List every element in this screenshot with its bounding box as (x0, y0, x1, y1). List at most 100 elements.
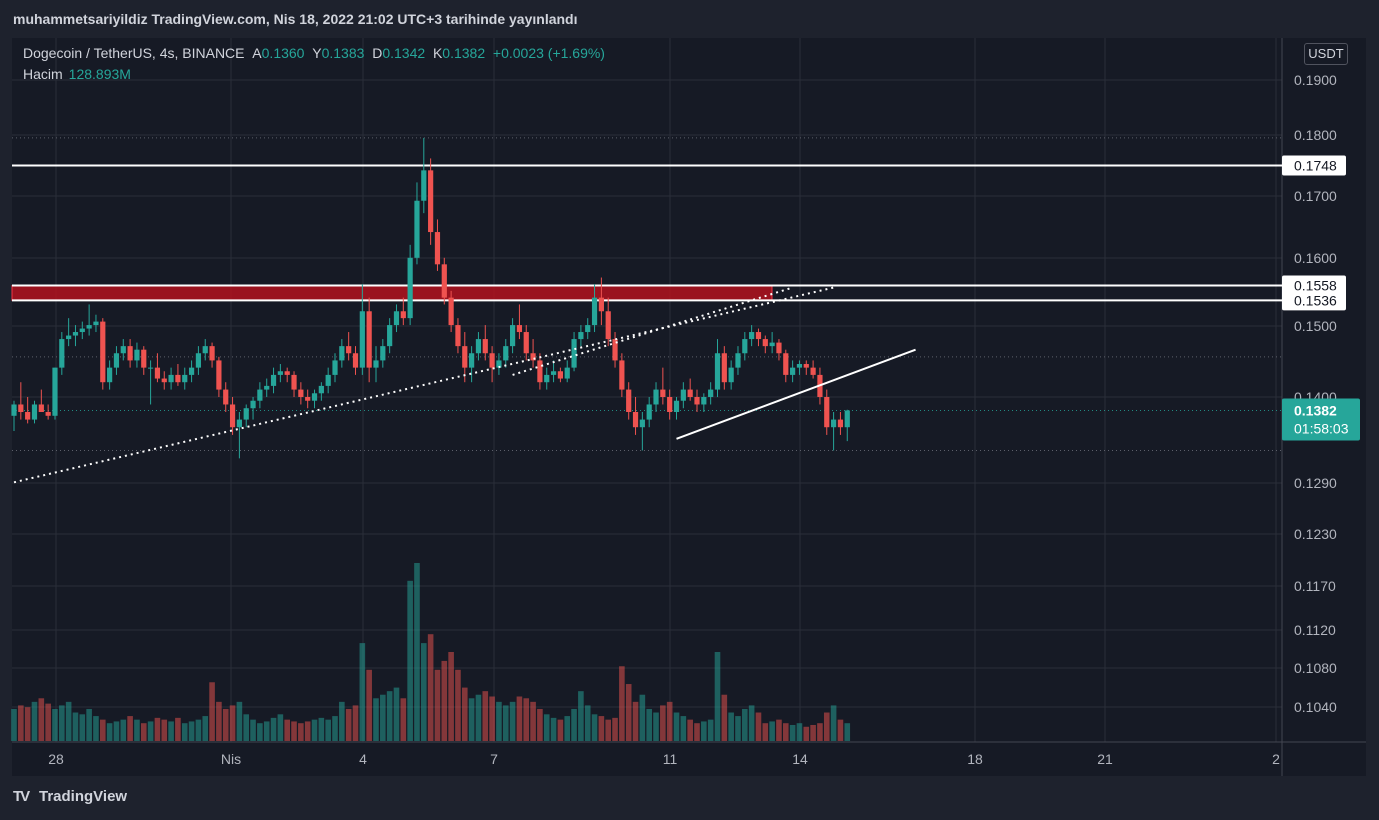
volume-bar (373, 698, 379, 741)
price-tick-label: 0.1700 (1294, 188, 1337, 204)
chart-panel[interactable] (12, 38, 1366, 776)
volume-bar (140, 723, 147, 741)
volume-bar (31, 701, 38, 741)
volume-bar (386, 691, 393, 741)
candle-body (735, 353, 741, 368)
symbol-name: Dogecoin / TetherUS, 4s, BINANCE (23, 45, 245, 61)
candle-body (632, 412, 639, 428)
volume-bar (817, 723, 823, 741)
candle-body (708, 389, 714, 397)
candle-body (25, 412, 31, 420)
volume-label: Hacim (23, 66, 63, 82)
candle-body (578, 332, 584, 340)
tradingview-brand[interactable]: TV TradingView (13, 788, 127, 805)
candle-body (141, 349, 147, 368)
volume-bar (653, 712, 659, 741)
time-tick-label: 14 (792, 751, 808, 767)
price-tick-label: 0.1800 (1294, 127, 1337, 143)
candle-body (837, 419, 844, 428)
volume-bar (250, 719, 256, 741)
volume-bar (134, 719, 140, 741)
volume-bar (257, 723, 263, 741)
candle-body (762, 339, 768, 347)
volume-bar (304, 721, 311, 741)
high-label: Y (312, 45, 322, 61)
candle-body (243, 408, 249, 420)
candle-body (496, 360, 502, 368)
candle-body (270, 374, 277, 386)
volume-bar (421, 643, 427, 741)
candle-body (482, 339, 488, 354)
volume-bar (537, 708, 543, 741)
candle-body (325, 374, 331, 386)
candle-body (516, 325, 523, 333)
volume-bar (612, 717, 618, 741)
time-tick-label: Nis (221, 751, 241, 767)
candle-body (148, 367, 154, 369)
volume-bar (728, 712, 734, 741)
volume-bar (393, 687, 400, 741)
low-value: 0.1342 (382, 45, 426, 61)
volume-bar (673, 712, 680, 741)
candle-body (298, 389, 304, 397)
volume-bar (619, 666, 625, 741)
candle-body (660, 389, 666, 397)
candle-body (605, 311, 611, 340)
candle-body (400, 311, 406, 319)
candle-body (448, 297, 454, 326)
candle-body (844, 410, 850, 428)
candle-body (687, 389, 693, 397)
volume-bar (229, 705, 236, 741)
currency-button[interactable]: USDT (1304, 43, 1348, 65)
candle-body (52, 367, 58, 416)
dotted-trendline (512, 286, 793, 376)
candle-body (796, 364, 803, 368)
candle-body (359, 311, 365, 368)
price-tick-label: 0.1230 (1294, 526, 1337, 542)
candle-body (195, 353, 202, 368)
candle-body (462, 346, 468, 368)
volume-bar (550, 717, 557, 741)
candle-body (585, 325, 591, 333)
volume-bar (523, 698, 530, 741)
candle-body (701, 397, 707, 405)
volume-bar (284, 719, 290, 741)
publication-header: muhammetsariyildiz TradingView.com, Nis … (0, 0, 1379, 38)
candle-body (86, 325, 92, 329)
candle-body (161, 378, 167, 383)
volume-bar (803, 726, 810, 741)
candle-body (31, 404, 38, 420)
resistance-zone (11, 285, 773, 301)
volume-bar (366, 669, 372, 741)
candle-body (257, 389, 263, 401)
volume-bar (557, 719, 564, 741)
candle-body (120, 346, 126, 354)
level-label: 0.1748 (1294, 158, 1337, 174)
volume-bar (762, 723, 769, 741)
candle-body (134, 349, 140, 361)
volume-bar (318, 717, 325, 741)
volume-bar (263, 721, 270, 741)
candle-body (311, 393, 318, 401)
volume-bar (448, 652, 454, 741)
candle-body (755, 332, 762, 340)
candle-body (428, 170, 434, 233)
candle-body (421, 170, 427, 201)
candle-body (346, 346, 352, 354)
candle-body (38, 404, 44, 413)
volume-bar (543, 714, 550, 741)
volume-bar (776, 719, 782, 741)
candle-body (318, 385, 324, 394)
candle-body (831, 419, 837, 428)
volume-bar (782, 723, 789, 741)
open-label: A (252, 45, 262, 61)
volume-bar (59, 705, 65, 741)
candle-body (223, 389, 229, 405)
volume-bar (154, 717, 161, 741)
volume-bar (748, 705, 755, 741)
volume-bar (86, 708, 92, 741)
volume-bar (823, 712, 830, 741)
candle-body (332, 360, 338, 375)
time-tick-label: 4 (359, 751, 367, 767)
